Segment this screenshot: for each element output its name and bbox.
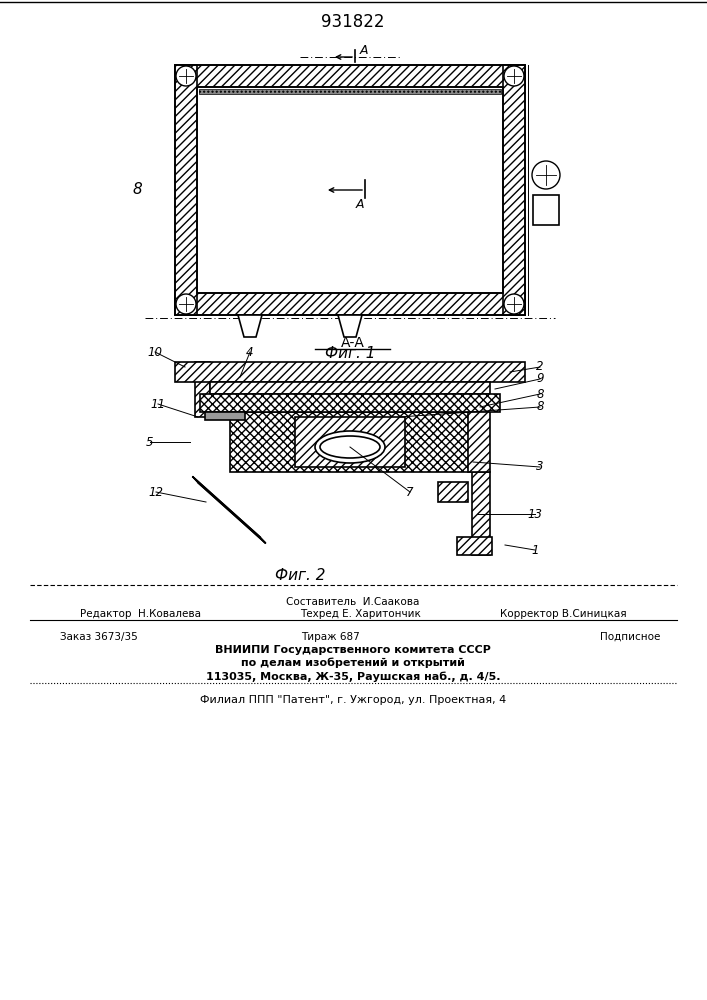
Bar bbox=[175, 65, 197, 315]
Bar bbox=[175, 293, 525, 315]
Text: А: А bbox=[360, 43, 368, 56]
Text: 8: 8 bbox=[132, 182, 142, 198]
Bar bbox=[175, 65, 525, 315]
Text: Фиг. 2: Фиг. 2 bbox=[275, 568, 325, 582]
Bar bbox=[438, 482, 468, 502]
Circle shape bbox=[504, 294, 524, 314]
Bar bbox=[210, 382, 490, 394]
Polygon shape bbox=[238, 315, 262, 337]
Bar bbox=[175, 65, 525, 87]
Text: 10: 10 bbox=[148, 346, 163, 359]
Text: 8: 8 bbox=[536, 400, 544, 414]
Circle shape bbox=[176, 294, 196, 314]
Bar bbox=[200, 394, 500, 412]
Bar bbox=[197, 87, 503, 293]
Text: Редактор  Н.Ковалева: Редактор Н.Ковалева bbox=[80, 609, 201, 619]
Text: Составитель  И.Саакова: Составитель И.Саакова bbox=[286, 597, 420, 607]
Polygon shape bbox=[338, 315, 362, 337]
Text: Тираж 687: Тираж 687 bbox=[300, 632, 359, 642]
Text: Заказ 3673/35: Заказ 3673/35 bbox=[60, 632, 138, 642]
Bar bbox=[503, 65, 525, 315]
Bar bbox=[472, 472, 490, 555]
Text: 7: 7 bbox=[407, 486, 414, 498]
Bar bbox=[199, 89, 501, 94]
Text: 11: 11 bbox=[151, 397, 165, 410]
Bar bbox=[457, 537, 492, 555]
Bar bbox=[468, 407, 490, 472]
Bar bbox=[195, 362, 210, 417]
Bar bbox=[533, 195, 559, 225]
Bar bbox=[175, 362, 525, 382]
Bar bbox=[468, 407, 490, 472]
Circle shape bbox=[532, 161, 560, 189]
Text: Фиг. 1: Фиг. 1 bbox=[325, 346, 375, 360]
Bar bbox=[205, 412, 245, 420]
Bar bbox=[210, 382, 490, 394]
Bar bbox=[195, 362, 210, 417]
Text: Филиал ППП "Патент", г. Ужгород, ул. Проектная, 4: Филиал ППП "Патент", г. Ужгород, ул. Про… bbox=[200, 695, 506, 705]
Circle shape bbox=[504, 66, 524, 86]
Bar bbox=[295, 417, 405, 467]
Text: А-А: А-А bbox=[341, 336, 365, 350]
Text: 13: 13 bbox=[527, 508, 542, 520]
Text: Корректор В.Синицкая: Корректор В.Синицкая bbox=[501, 609, 627, 619]
Text: 9: 9 bbox=[536, 372, 544, 385]
Text: Подписное: Подписное bbox=[600, 632, 660, 642]
Bar bbox=[197, 87, 503, 293]
Circle shape bbox=[176, 66, 196, 86]
Text: по делам изобретений и открытий: по делам изобретений и открытий bbox=[241, 658, 465, 668]
Bar bbox=[503, 65, 525, 315]
Bar bbox=[210, 472, 472, 537]
Bar bbox=[295, 417, 405, 467]
Bar bbox=[175, 65, 525, 87]
Text: 12: 12 bbox=[148, 486, 163, 498]
Bar bbox=[200, 394, 500, 412]
Ellipse shape bbox=[315, 431, 385, 463]
Text: 931822: 931822 bbox=[321, 13, 385, 31]
Text: 2: 2 bbox=[536, 360, 544, 373]
Bar bbox=[472, 472, 490, 555]
Text: А: А bbox=[356, 198, 364, 211]
Text: ВНИИПИ Государственного комитета СССР: ВНИИПИ Государственного комитета СССР bbox=[215, 645, 491, 655]
Text: 4: 4 bbox=[246, 346, 254, 359]
Text: 5: 5 bbox=[146, 436, 153, 448]
Bar bbox=[438, 482, 468, 502]
Bar bbox=[175, 65, 197, 315]
Text: 8: 8 bbox=[536, 387, 544, 400]
Bar bbox=[230, 412, 470, 472]
Bar bbox=[457, 537, 492, 555]
Text: 3: 3 bbox=[536, 460, 544, 474]
Bar bbox=[175, 293, 525, 315]
Bar bbox=[199, 89, 501, 94]
Bar bbox=[175, 362, 525, 382]
Text: Техред Е. Харитончик: Техред Е. Харитончик bbox=[300, 609, 421, 619]
Bar bbox=[230, 412, 470, 472]
Text: 113035, Москва, Ж-35, Раушская наб., д. 4/5.: 113035, Москва, Ж-35, Раушская наб., д. … bbox=[206, 671, 501, 682]
Text: 1: 1 bbox=[531, 544, 539, 556]
